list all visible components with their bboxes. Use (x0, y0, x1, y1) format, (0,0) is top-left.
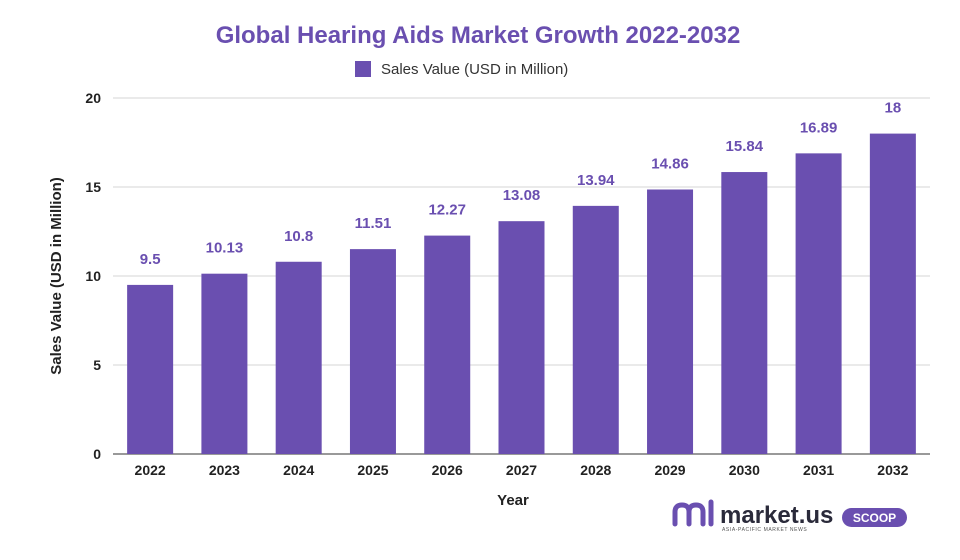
legend-label: Sales Value (USD in Million) (381, 61, 568, 78)
logo-text: market.us (720, 502, 833, 529)
x-axis-title: Year (497, 492, 529, 509)
data-label: 16.89 (800, 119, 838, 136)
x-tick-label: 2026 (432, 462, 463, 478)
scoop-badge (842, 508, 907, 527)
bar (869, 133, 916, 454)
legend-swatch (355, 61, 371, 77)
chart-title: Global Hearing Aids Market Growth 2022-2… (216, 22, 741, 49)
bar (721, 172, 768, 454)
data-label: 10.13 (206, 240, 244, 257)
x-tick-label: 2031 (803, 462, 834, 478)
x-tick-label: 2029 (654, 462, 685, 478)
x-tick-label: 2025 (357, 462, 388, 478)
x-tick-label: 2032 (877, 462, 908, 478)
scoop-badge-text: SCOOP (853, 511, 896, 525)
y-tick-label: 10 (85, 268, 101, 284)
bar (201, 273, 248, 454)
bar (647, 189, 694, 454)
y-axis-title: Sales Value (USD in Million) (48, 177, 65, 375)
bar (572, 205, 619, 454)
data-label: 10.8 (284, 228, 313, 245)
data-label: 13.94 (577, 172, 615, 189)
y-tick-label: 15 (85, 179, 101, 195)
bar (795, 153, 842, 454)
data-label: 9.5 (140, 251, 161, 268)
bars (127, 133, 916, 454)
data-label: 15.84 (726, 138, 764, 155)
bar (349, 249, 396, 454)
data-labels: 9.5 10.13 10.8 11.51 12.27 13.08 13.94 14.86 15.… (140, 100, 902, 268)
x-tick-label: 2024 (283, 462, 314, 478)
bar (424, 235, 471, 454)
bar (127, 284, 174, 454)
data-label: 11.51 (355, 215, 392, 232)
logo-mark-icon (672, 499, 714, 527)
logo-tagline: ASIA-PACIFIC MARKET NEWS (722, 527, 807, 533)
bar (275, 261, 322, 454)
x-axis-ticks: 2022 2023 2024 2025 2026 2027 2028 2029 2030 2031… (135, 462, 909, 478)
legend: Sales Value (USD in Million) (355, 61, 568, 78)
x-tick-label: 2022 (135, 462, 166, 478)
bar (498, 221, 545, 454)
x-tick-label: 2028 (580, 462, 611, 478)
x-tick-label: 2027 (506, 462, 537, 478)
y-tick-label: 0 (93, 446, 101, 462)
data-label: 12.27 (428, 202, 466, 219)
x-tick-label: 2030 (729, 462, 760, 478)
y-tick-label: 5 (93, 357, 101, 373)
y-axis-ticks: 0 5 10 15 20 (85, 90, 101, 462)
y-tick-label: 20 (85, 90, 101, 106)
data-label: 18 (885, 100, 902, 117)
data-label: 13.08 (503, 187, 541, 204)
market-us-logo: market.us ASIA-PACIFIC MARKET NEWS SCOOP (672, 499, 907, 533)
x-tick-label: 2023 (209, 462, 240, 478)
data-label: 14.86 (651, 155, 689, 172)
